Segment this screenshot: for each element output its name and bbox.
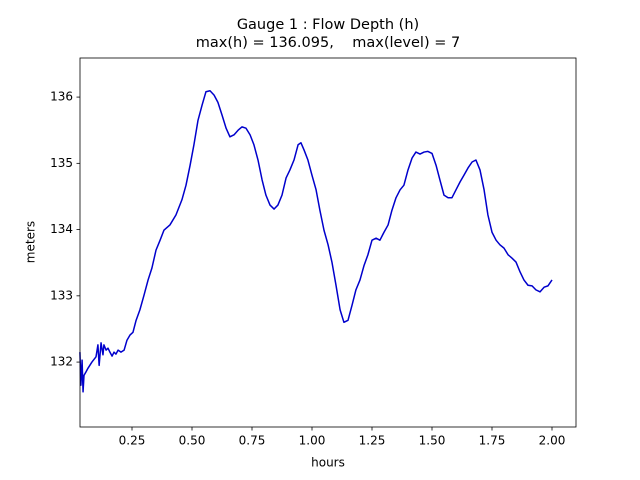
chart-title: Gauge 1 : Flow Depth (h) (237, 17, 419, 33)
y-tick-label: 133 (50, 288, 73, 302)
y-tick-label: 132 (50, 355, 73, 369)
x-tick-label: 0.75 (239, 434, 266, 448)
y-tick-label: 135 (50, 156, 73, 170)
y-tick-label: 136 (50, 90, 73, 104)
x-tick-label: 1.75 (479, 434, 506, 448)
x-tick-label: 2.00 (539, 434, 566, 448)
x-tick-label: 1.00 (299, 434, 326, 448)
x-tick-label: 0.50 (179, 434, 206, 448)
x-tick-label: 1.25 (359, 434, 386, 448)
chart-subtitle: max(h) = 136.095, max(level) = 7 (196, 35, 460, 51)
y-axis-label: meters (24, 221, 38, 263)
y-tick-label: 134 (50, 222, 73, 236)
plot-frame (79, 57, 577, 428)
x-tick-label: 0.25 (119, 434, 146, 448)
x-tick-label: 1.50 (419, 434, 446, 448)
data-line (79, 90, 553, 393)
x-axis-label: hours (311, 456, 345, 470)
